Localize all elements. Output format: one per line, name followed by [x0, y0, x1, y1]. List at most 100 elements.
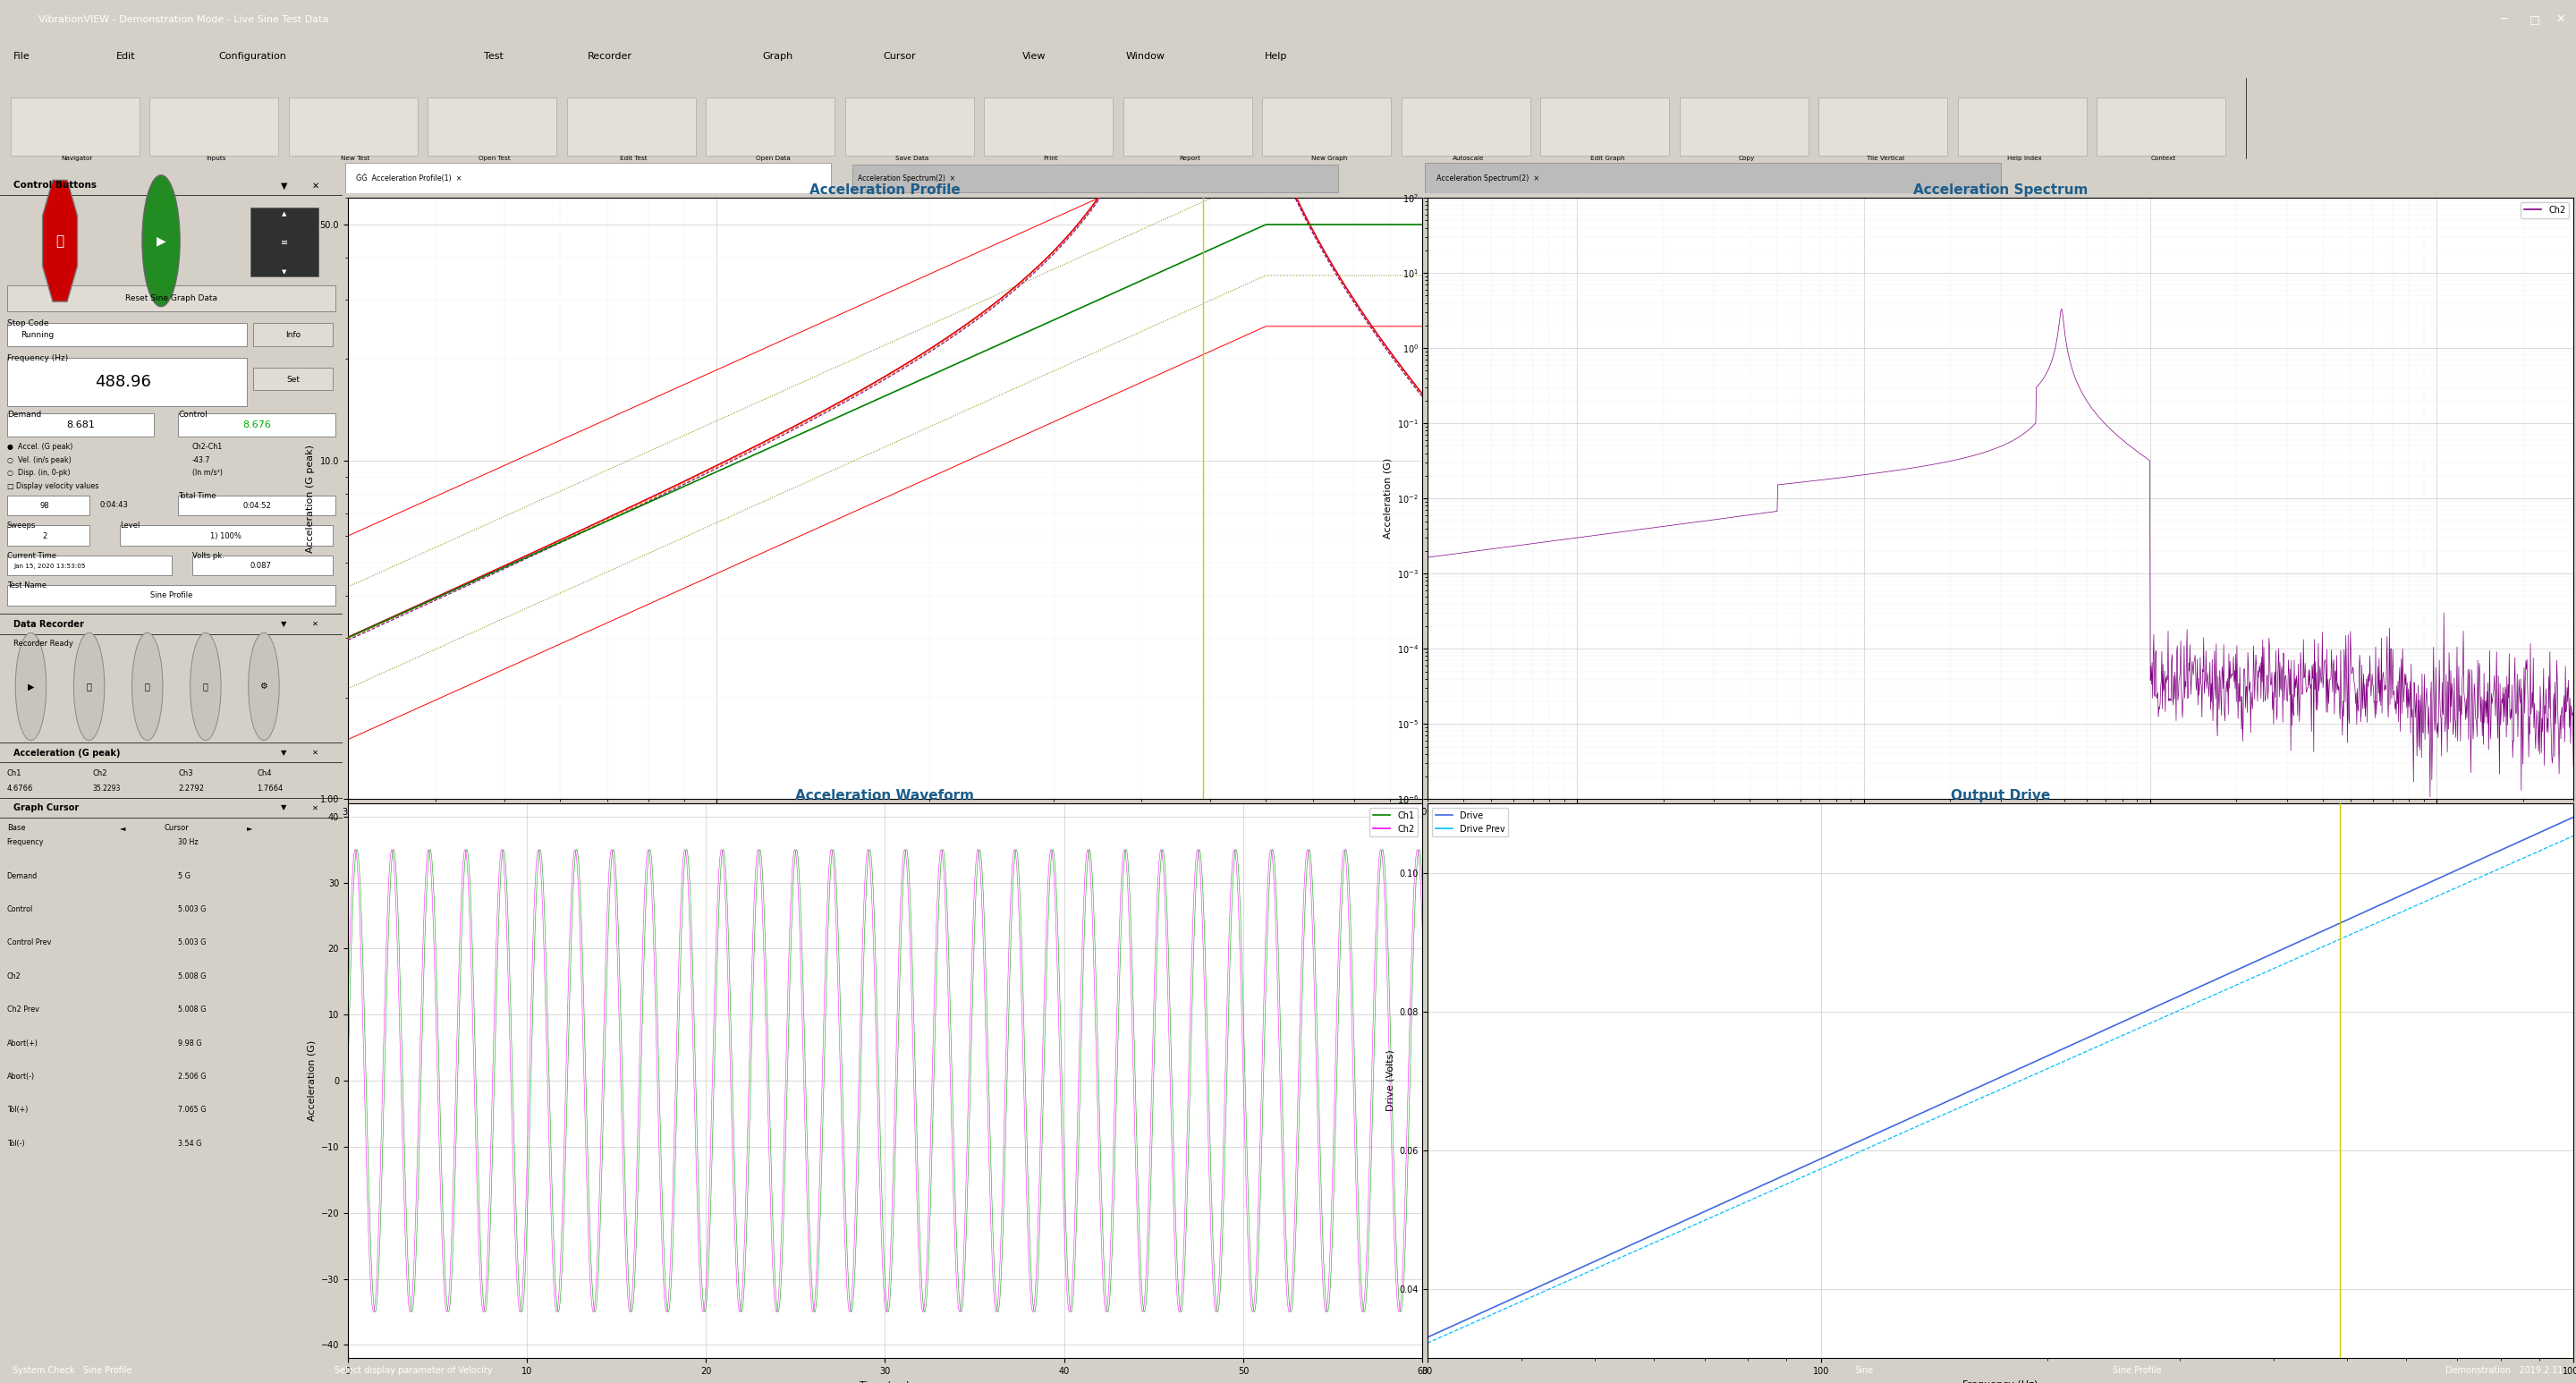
Text: 35.2293: 35.2293: [93, 784, 121, 792]
Text: ─: ─: [2501, 14, 2506, 25]
FancyBboxPatch shape: [191, 555, 332, 575]
FancyBboxPatch shape: [8, 526, 90, 545]
FancyBboxPatch shape: [178, 414, 335, 437]
Drive: [2076, 1028, 2107, 1044]
Line: Demand: Demand: [348, 224, 1422, 638]
Ch1: [1188, 864, 1218, 881]
Text: 2.506 G: 2.506 G: [178, 1073, 206, 1080]
Demand: [1018, 321, 1048, 337]
FancyBboxPatch shape: [845, 98, 974, 156]
Y-axis label: Acceleration (G): Acceleration (G): [1383, 458, 1391, 539]
Text: ⏸: ⏸: [88, 682, 93, 692]
Text: Recorder: Recorder: [587, 51, 631, 61]
Polygon shape: [44, 180, 77, 301]
FancyBboxPatch shape: [149, 98, 278, 156]
Text: Ch2: Ch2: [93, 769, 108, 777]
Text: 0:04:52: 0:04:52: [242, 502, 270, 510]
Text: Frequency (Hz): Frequency (Hz): [8, 354, 67, 362]
Text: Save Data: Save Data: [896, 156, 927, 162]
FancyBboxPatch shape: [345, 163, 832, 194]
Line: Control: Control: [348, 0, 1422, 638]
Drive Prev: [2143, 1011, 2174, 1028]
Ch1: [837, 1304, 868, 1321]
Text: Sine Profile: Sine Profile: [2112, 1366, 2161, 1375]
Ch2: [1260, 138, 1291, 155]
Text: ○  Disp. (in, 0-pk): ○ Disp. (in, 0-pk): [8, 469, 70, 477]
Text: 0:04:43: 0:04:43: [100, 501, 129, 509]
Text: Data Recorder: Data Recorder: [13, 620, 85, 629]
Ch2: [1188, 904, 1218, 921]
Text: Context: Context: [2151, 156, 2177, 162]
Text: Level: Level: [121, 521, 139, 530]
Ch2: [399, 599, 430, 615]
Control Prev: [1406, 387, 1437, 404]
Text: 8.676: 8.676: [242, 420, 270, 429]
Text: 98: 98: [39, 502, 49, 510]
Text: ◄: ◄: [121, 824, 126, 833]
Drive: [2143, 997, 2174, 1014]
Line: Ch2: Ch2: [348, 0, 1422, 638]
Ch2: [724, 1304, 755, 1321]
FancyBboxPatch shape: [2097, 98, 2226, 156]
Ch1: [1406, 875, 1437, 892]
Text: Volts pk.: Volts pk.: [191, 552, 224, 560]
Ch2 Prev: [984, 293, 1015, 310]
Control: [956, 313, 987, 329]
Text: ○  Vel. (in/s peak): ○ Vel. (in/s peak): [8, 456, 72, 465]
Text: 30 Hz: 30 Hz: [178, 838, 198, 846]
Text: ▼: ▼: [281, 268, 286, 274]
Ch2: [1128, 1290, 1159, 1307]
Text: Cursor: Cursor: [165, 824, 188, 833]
Text: Ch2-Ch1: Ch2-Ch1: [191, 443, 222, 451]
Title: Acceleration Waveform: Acceleration Waveform: [796, 788, 974, 802]
FancyBboxPatch shape: [289, 98, 417, 156]
Text: View: View: [1023, 51, 1046, 61]
Text: ▲: ▲: [281, 212, 286, 216]
Text: 5.003 G: 5.003 G: [178, 906, 206, 913]
Line: Control Prev: Control Prev: [348, 0, 1422, 639]
Text: Copy: Copy: [1739, 156, 1754, 162]
Y-axis label: Drive (Volts): Drive (Volts): [1386, 1050, 1394, 1112]
FancyBboxPatch shape: [567, 98, 696, 156]
Text: Graph: Graph: [762, 51, 793, 61]
Ch2 Prev: [332, 632, 363, 649]
Text: Ch4: Ch4: [258, 769, 270, 777]
Ch1: [781, 841, 811, 857]
Text: Acceleration Spectrum(2)  ×: Acceleration Spectrum(2) ×: [858, 174, 956, 183]
Ch2: [781, 841, 811, 857]
FancyBboxPatch shape: [1123, 98, 1252, 156]
Text: Acceleration Spectrum(2)  ×: Acceleration Spectrum(2) ×: [1437, 174, 1540, 183]
Control Prev: [984, 292, 1015, 308]
Legend: Demand, Control, Control Prev, Ch2, Ch2 Prev: Demand, Control, Control Prev, Ch2, Ch2 …: [1432, 198, 1507, 259]
Title: Acceleration Spectrum: Acceleration Spectrum: [1914, 184, 2087, 196]
Text: Abort(-): Abort(-): [8, 1073, 33, 1080]
FancyBboxPatch shape: [1401, 98, 1530, 156]
Text: -43.7: -43.7: [191, 456, 211, 465]
Demand: [956, 349, 987, 365]
Text: Configuration: Configuration: [219, 51, 286, 61]
Text: ⏹: ⏹: [144, 682, 149, 692]
Ch2: [1018, 263, 1048, 279]
Text: □ Display velocity values: □ Display velocity values: [8, 483, 98, 491]
Circle shape: [191, 633, 222, 740]
Ch2: [1406, 920, 1437, 936]
FancyBboxPatch shape: [8, 414, 155, 437]
Text: Sine: Sine: [1855, 1366, 1873, 1375]
Ch1: [721, 1232, 752, 1249]
Text: Select display parameter of Velocity: Select display parameter of Velocity: [335, 1366, 492, 1375]
Ch2: [1015, 1289, 1046, 1306]
Text: ▼: ▼: [281, 181, 289, 189]
Title: Acceleration Profile: Acceleration Profile: [809, 184, 961, 196]
Drive Prev: [2398, 898, 2429, 914]
FancyBboxPatch shape: [8, 555, 170, 575]
FancyBboxPatch shape: [178, 495, 335, 516]
Drive Prev: [1481, 1304, 1512, 1321]
Ch2: [332, 629, 363, 646]
Drive Prev: [2558, 827, 2576, 844]
Text: Ch2: Ch2: [8, 972, 21, 981]
Text: Control Buttons: Control Buttons: [13, 181, 98, 189]
Text: ✕: ✕: [312, 748, 317, 757]
FancyBboxPatch shape: [8, 358, 247, 405]
Text: New Test: New Test: [340, 156, 371, 162]
Text: Demonstration   2019.2.11: Demonstration 2019.2.11: [2445, 1366, 2563, 1375]
